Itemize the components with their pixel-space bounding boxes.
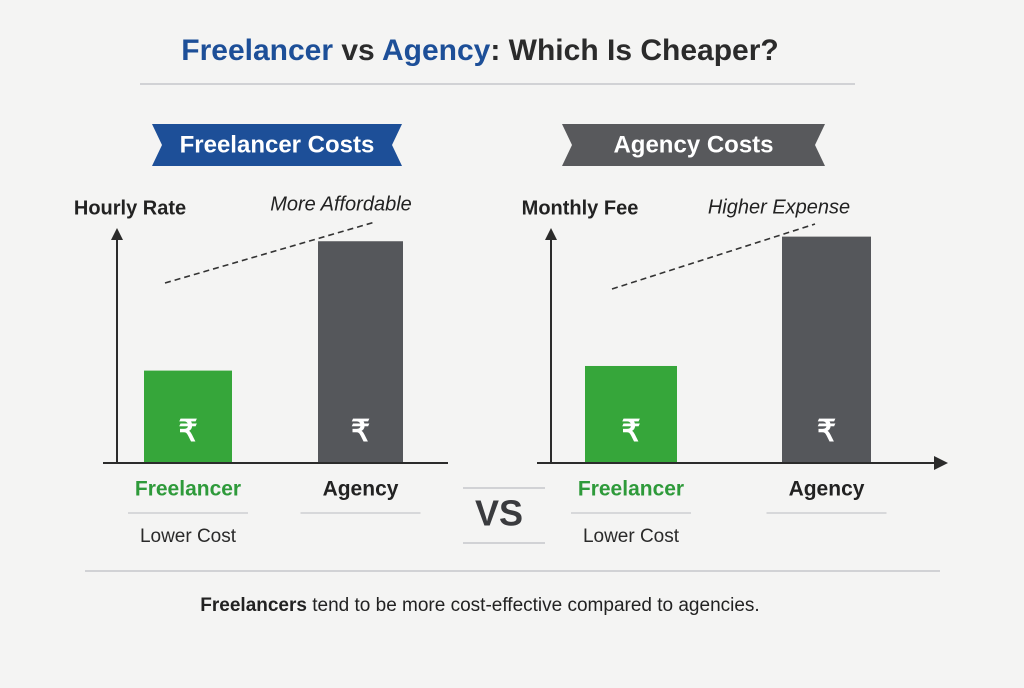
bar: [782, 236, 871, 463]
category-label: Freelancer: [578, 478, 684, 501]
bar-symbol: ₹: [351, 415, 370, 448]
bar-symbol: ₹: [621, 415, 640, 448]
x-axis-arrow: [934, 456, 948, 470]
section-title: Agency Costs: [613, 131, 773, 158]
y-axis-label: Monthly Fee: [522, 197, 639, 219]
bar-symbol: ₹: [817, 415, 836, 448]
title-part: : Which Is Cheaper?: [490, 34, 778, 67]
title-part: Agency: [382, 34, 491, 67]
category-label: Freelancer: [135, 478, 241, 501]
title-part: vs: [333, 34, 382, 67]
bar: [318, 241, 403, 463]
category-note: Lower Cost: [140, 526, 237, 547]
annotation-line: [164, 221, 376, 284]
footer-part: Freelancers: [200, 595, 307, 616]
bar: [144, 370, 232, 463]
page-title: Freelancer vs Agency: Which Is Cheaper?: [181, 34, 778, 67]
footer-note: Freelancers tend to be more cost-effecti…: [200, 595, 759, 616]
section-title: Freelancer Costs: [180, 131, 375, 158]
footer-part: tend to be more cost-effective compared …: [307, 595, 760, 616]
y-axis-label: Hourly Rate: [74, 197, 186, 219]
category-note: Lower Cost: [583, 526, 680, 547]
section-banner: [562, 124, 825, 166]
category-label: Agency: [789, 478, 865, 501]
y-axis-arrow: [545, 228, 557, 240]
annotation: More Affordable: [270, 193, 412, 215]
title-part: Freelancer: [181, 34, 333, 67]
category-label: Agency: [323, 478, 399, 501]
annotation: Higher Expense: [708, 196, 850, 218]
y-axis-arrow: [111, 228, 123, 240]
bar-symbol: ₹: [178, 415, 197, 448]
vs-label: VS: [475, 493, 523, 534]
annotation-line: [611, 223, 816, 290]
section-banner: [152, 124, 402, 166]
bar: [585, 365, 677, 463]
